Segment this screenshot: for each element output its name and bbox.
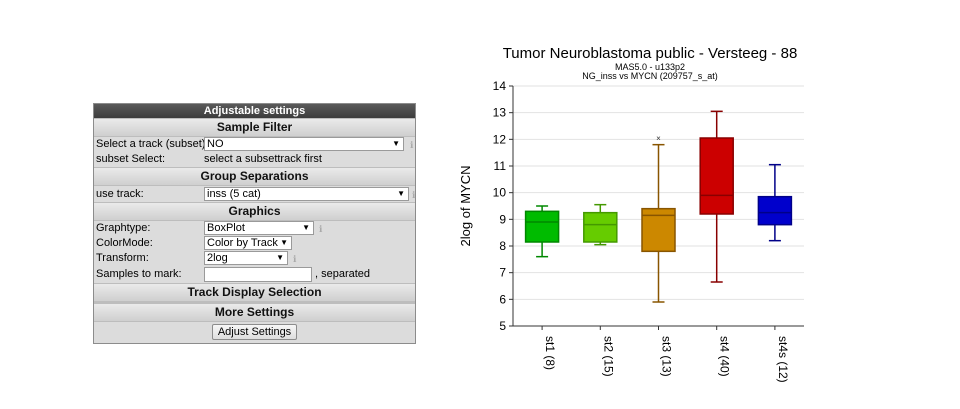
boxplot-chart: Tumor Neuroblastoma public - Versteeg - … — [440, 40, 920, 409]
row-transform: Transform: 2log ▼ ℹ — [94, 251, 415, 266]
outlier-point: × — [656, 134, 661, 143]
x-tick-label: st4s (12) — [776, 336, 790, 383]
transform-value: 2log — [207, 252, 228, 264]
box-3: × — [641, 134, 676, 303]
x-tick-label: st1 (8) — [543, 336, 557, 370]
y-axis-label: 2log of MYCN — [458, 166, 473, 247]
chart-subtitle-1: MAS5.0 - u133p2 — [614, 62, 686, 72]
colormode-dropdown[interactable]: Color by Track ▼ — [204, 236, 292, 250]
box-1 — [524, 205, 560, 258]
graphtype-dropdown[interactable]: BoxPlot ▼ — [204, 221, 314, 235]
y-tick-label: 12 — [493, 132, 507, 146]
box-body — [699, 137, 734, 215]
samples-to-mark-hint: , separated — [315, 268, 371, 280]
y-tick-label: 13 — [493, 106, 507, 120]
subset-select-label: subset Select: — [96, 153, 166, 165]
use-track-value: inss (5 cat) — [207, 188, 261, 200]
chevron-down-icon: ▼ — [302, 223, 310, 232]
y-tick-label: 11 — [494, 159, 507, 173]
use-track-dropdown[interactable]: inss (5 cat) ▼ — [204, 187, 409, 201]
x-tick-label: st2 (15) — [601, 336, 615, 377]
select-track-dropdown[interactable]: NO ▼ — [204, 137, 404, 151]
box-body — [524, 210, 560, 243]
y-tick-label: 6 — [499, 292, 506, 306]
y-tick-label: 14 — [493, 79, 507, 93]
info-icon[interactable]: ℹ — [412, 190, 416, 200]
y-tick-label: 5 — [499, 319, 506, 333]
settings-panel: Adjustable settings Sample Filter Select… — [93, 103, 416, 344]
box-body — [757, 195, 793, 226]
samples-to-mark-input[interactable] — [204, 267, 312, 282]
box-body — [583, 211, 618, 243]
row-use-track: use track: inss (5 cat) ▼ ℹ — [94, 186, 415, 202]
colormode-label: ColorMode: — [96, 237, 153, 249]
y-tick-label: 10 — [493, 186, 507, 200]
chevron-down-icon: ▼ — [276, 253, 284, 262]
chevron-down-icon: ▼ — [397, 189, 405, 198]
section-more-settings[interactable]: More Settings — [94, 302, 415, 322]
info-icon[interactable]: ℹ — [293, 254, 297, 264]
box-5 — [757, 163, 793, 242]
y-tick-label: 8 — [499, 239, 506, 253]
graphtype-value: BoxPlot — [207, 222, 245, 234]
row-colormode: ColorMode: Color by Track ▼ — [94, 236, 415, 251]
transform-dropdown[interactable]: 2log ▼ — [204, 251, 288, 265]
x-tick-label: st3 (13) — [660, 336, 674, 377]
graphtype-label: Graphtype: — [96, 222, 151, 234]
row-select-track: Select a track (subset) NO ▼ ℹ — [94, 137, 415, 152]
section-track-display[interactable]: Track Display Selection — [94, 283, 415, 302]
row-graphtype: Graphtype: BoxPlot ▼ ℹ — [94, 221, 415, 236]
select-track-value: NO — [207, 138, 224, 150]
section-graphics[interactable]: Graphics — [94, 202, 415, 221]
chart-plot-area: 5 6 7 8 9 10 11 12 13 14 2log of MYCN st1 (8) st2 (1… — [458, 79, 804, 383]
box-2 — [583, 203, 618, 246]
select-track-label: Select a track (subset) — [96, 138, 206, 150]
section-sample-filter[interactable]: Sample Filter — [94, 118, 415, 137]
info-icon[interactable]: ℹ — [410, 140, 414, 150]
use-track-label: use track: — [96, 188, 144, 200]
subset-select-value: select a subsettrack first — [204, 153, 322, 165]
x-tick-label: st4 (40) — [718, 336, 732, 377]
adjust-settings-button[interactable]: Adjust Settings — [212, 324, 297, 340]
section-group-separations[interactable]: Group Separations — [94, 167, 415, 186]
panel-title: Adjustable settings — [94, 104, 415, 118]
chart-subtitle-2: NG_inss vs MYCN (209757_s_at) — [582, 71, 718, 81]
chevron-down-icon: ▼ — [280, 238, 288, 247]
samples-to-mark-label: Samples to mark: — [96, 268, 182, 280]
info-icon[interactable]: ℹ — [319, 224, 323, 234]
box-4 — [699, 110, 734, 283]
chevron-down-icon: ▼ — [392, 139, 400, 148]
chart-title: Tumor Neuroblastoma public - Versteeg - … — [502, 45, 798, 62]
row-samples-to-mark: Samples to mark: , separated — [94, 266, 415, 283]
transform-label: Transform: — [96, 252, 149, 264]
y-tick-label: 7 — [499, 266, 506, 280]
y-tick-label: 9 — [499, 212, 506, 226]
colormode-value: Color by Track — [207, 237, 278, 249]
row-subset-select: subset Select: select a subsettrack firs… — [94, 152, 415, 167]
row-adjust-settings: Adjust Settings — [94, 322, 415, 342]
